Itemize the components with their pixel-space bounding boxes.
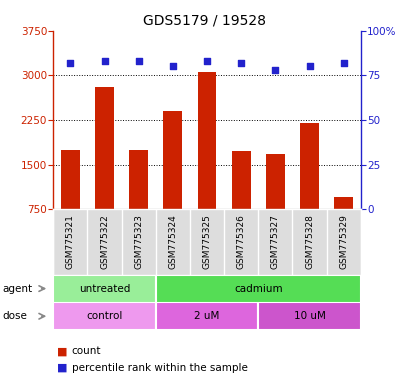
Point [237,60,244,66]
Text: ■: ■ [57,363,68,373]
Text: GSM775321: GSM775321 [66,215,75,270]
Bar [95,87,114,209]
Text: GSM775323: GSM775323 [134,215,143,270]
Bar [333,197,352,209]
Text: GSM775328: GSM775328 [304,215,313,270]
Text: GSM775327: GSM775327 [270,215,279,270]
Text: control: control [86,311,122,321]
Bar [163,111,182,209]
Bar [231,151,250,209]
Text: GSM775322: GSM775322 [100,215,109,269]
Text: GSM775324: GSM775324 [168,215,177,269]
Text: dose: dose [2,311,27,321]
Point [203,58,210,64]
Point [101,58,108,64]
Point [135,58,142,64]
Text: 10 uM: 10 uM [293,311,325,321]
Bar [129,150,148,209]
Text: GSM775329: GSM775329 [338,215,347,270]
Bar [299,123,318,209]
Text: 2 uM: 2 uM [194,311,219,321]
Point [169,63,176,70]
Point [339,60,346,66]
Bar [258,302,360,330]
Text: GDS5179 / 19528: GDS5179 / 19528 [143,13,266,27]
Bar [61,150,80,209]
Point [306,63,312,70]
Bar [265,154,284,209]
Text: GSM775325: GSM775325 [202,215,211,270]
Bar [155,275,360,303]
Bar [197,73,216,209]
Bar [53,302,155,330]
Bar [53,275,155,303]
Text: cadmium: cadmium [234,283,282,294]
Text: GSM775326: GSM775326 [236,215,245,270]
Point [272,67,278,73]
Text: percentile rank within the sample: percentile rank within the sample [72,363,247,373]
Text: agent: agent [2,283,32,294]
Text: untreated: untreated [79,283,130,294]
Text: ■: ■ [57,346,68,356]
Text: count: count [72,346,101,356]
Bar [155,302,258,330]
Point [67,60,74,66]
